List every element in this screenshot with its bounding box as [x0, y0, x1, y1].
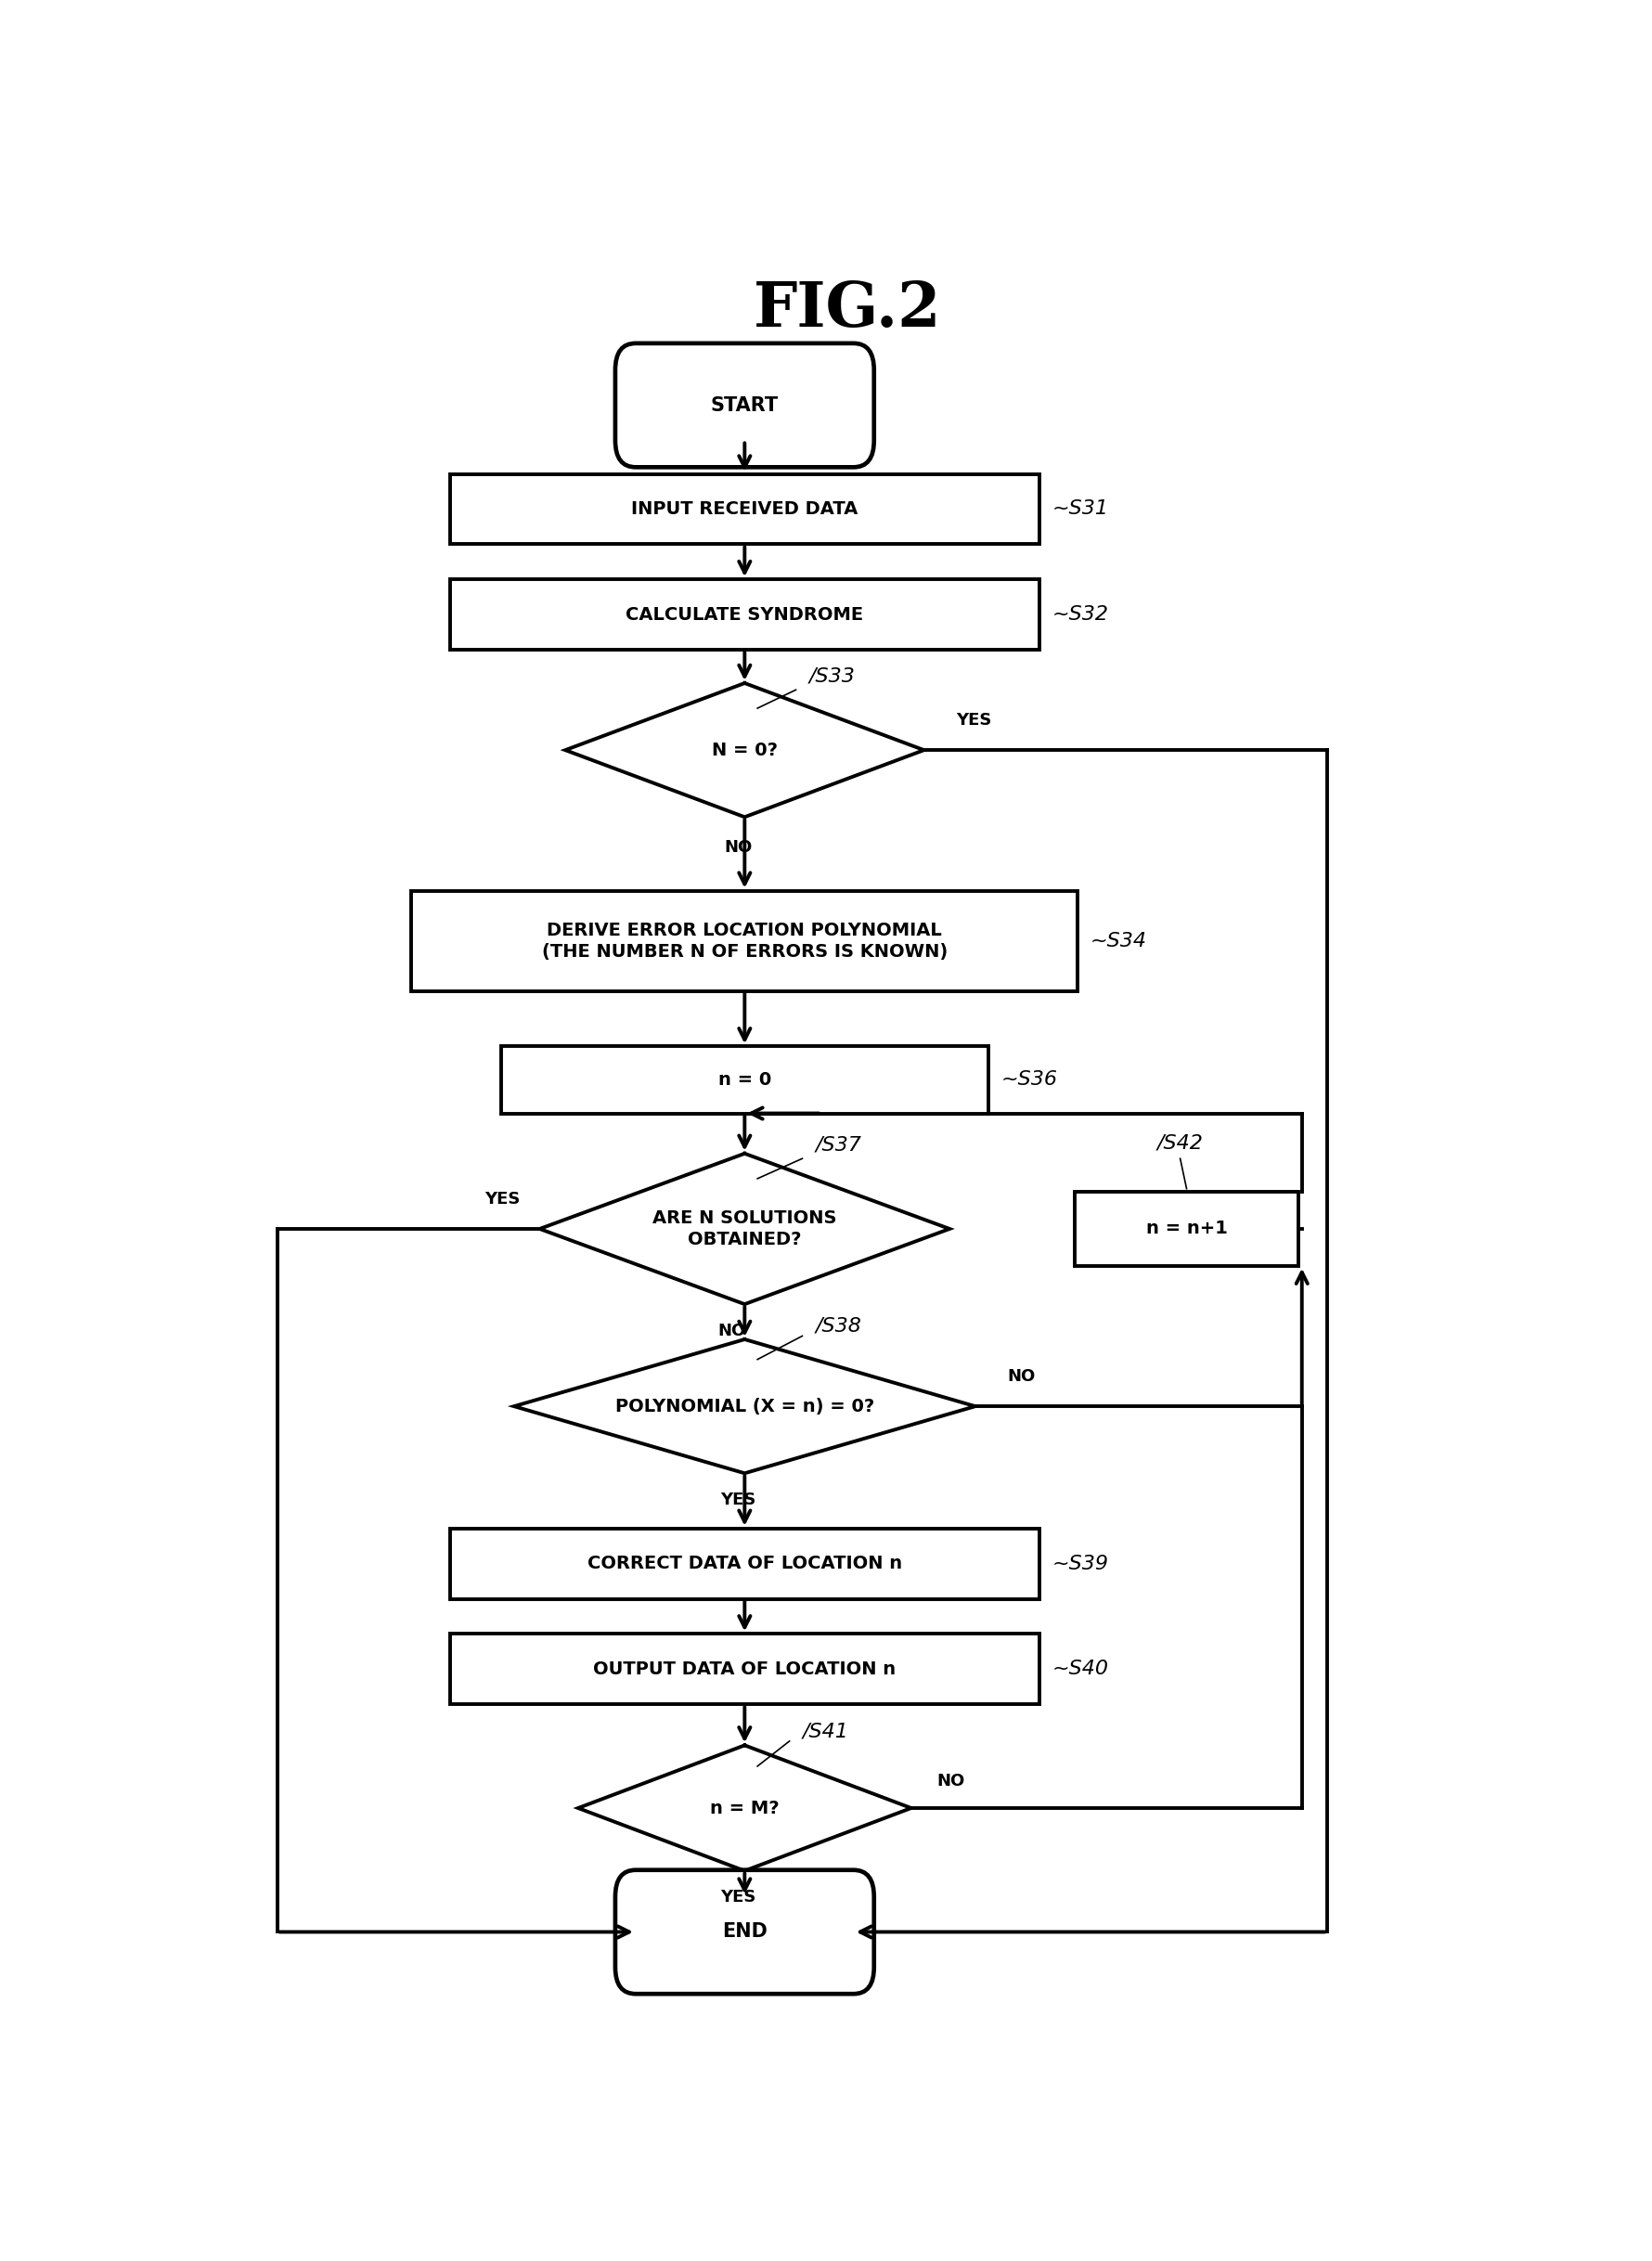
Text: YES: YES — [955, 712, 991, 728]
Text: END: END — [722, 1922, 767, 1942]
Text: n = M?: n = M? — [710, 1800, 778, 1818]
Polygon shape — [578, 1745, 910, 1870]
Text: N = 0?: N = 0? — [712, 742, 776, 760]
Text: CALCULATE SYNDROME: CALCULATE SYNDROME — [626, 606, 862, 624]
Polygon shape — [514, 1339, 975, 1474]
Text: ~S40: ~S40 — [1051, 1660, 1108, 1678]
Text: DERIVE ERROR LOCATION POLYNOMIAL
(THE NUMBER N OF ERRORS IS KNOWN): DERIVE ERROR LOCATION POLYNOMIAL (THE NU… — [542, 922, 947, 961]
Polygon shape — [539, 1153, 948, 1305]
Text: OUTPUT DATA OF LOCATION n: OUTPUT DATA OF LOCATION n — [593, 1660, 895, 1678]
Text: YES: YES — [720, 1890, 755, 1906]
Bar — [1074, 1192, 1298, 1266]
Text: ~S34: ~S34 — [1090, 932, 1146, 950]
Text: NO: NO — [717, 1323, 745, 1339]
Text: YES: YES — [720, 1492, 755, 1508]
Text: ARE N SOLUTIONS
OBTAINED?: ARE N SOLUTIONS OBTAINED? — [653, 1210, 836, 1248]
Text: n = 0: n = 0 — [717, 1072, 771, 1090]
FancyBboxPatch shape — [615, 1870, 874, 1994]
Text: NO: NO — [724, 839, 752, 855]
Bar — [449, 579, 1039, 649]
Text: NO: NO — [1006, 1368, 1034, 1384]
FancyBboxPatch shape — [615, 344, 874, 468]
Text: /S33: /S33 — [808, 667, 854, 685]
Text: YES: YES — [484, 1189, 520, 1207]
Text: ~S36: ~S36 — [999, 1072, 1057, 1090]
Text: CORRECT DATA OF LOCATION n: CORRECT DATA OF LOCATION n — [586, 1556, 902, 1571]
Text: /S41: /S41 — [801, 1723, 847, 1741]
Text: START: START — [710, 396, 778, 414]
Text: ~S32: ~S32 — [1051, 606, 1108, 624]
Bar — [411, 891, 1077, 990]
Bar — [449, 475, 1039, 545]
Text: /S37: /S37 — [814, 1135, 861, 1155]
Text: INPUT RECEIVED DATA: INPUT RECEIVED DATA — [631, 500, 857, 518]
Text: /S38: /S38 — [814, 1316, 861, 1336]
Text: FIG.2: FIG.2 — [753, 280, 940, 339]
Bar — [501, 1047, 988, 1112]
Text: NO: NO — [937, 1773, 965, 1791]
Bar — [449, 1635, 1039, 1705]
Text: n = n+1: n = n+1 — [1145, 1221, 1227, 1237]
Polygon shape — [565, 683, 923, 816]
Text: POLYNOMIAL (X = n) = 0?: POLYNOMIAL (X = n) = 0? — [615, 1397, 874, 1415]
Text: ~S31: ~S31 — [1051, 500, 1108, 518]
Text: /S42: /S42 — [1156, 1133, 1203, 1151]
Text: ~S39: ~S39 — [1051, 1553, 1108, 1574]
Bar — [449, 1528, 1039, 1599]
